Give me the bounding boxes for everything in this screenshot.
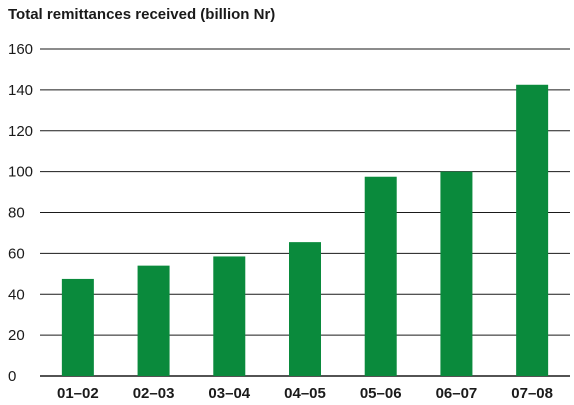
x-tick-label: 04–05	[284, 385, 326, 402]
chart-title: Total remittances received (billion Nr)	[8, 6, 276, 23]
y-tick-label: 160	[8, 41, 33, 58]
x-tick-label: 02–03	[133, 385, 175, 402]
y-tick-label: 140	[8, 82, 33, 99]
bar-03–04	[213, 256, 246, 376]
y-tick-label: 0	[8, 368, 16, 385]
x-tick-labels: 01–02 02–03 03–04 04–05 05–06 06–07 07–08	[57, 385, 553, 402]
x-tick-label: 06–07	[436, 385, 478, 402]
y-tick-label: 40	[8, 286, 25, 303]
y-tick-labels: 0 20 40 60 80 100 120 140 160	[8, 41, 33, 385]
bars	[61, 84, 549, 376]
y-tick-label: 80	[8, 205, 25, 222]
bar-07–08	[516, 84, 549, 376]
bar-04–05	[289, 242, 321, 376]
bar-06–07	[440, 171, 473, 376]
bar-02–03	[137, 265, 170, 376]
bar-01–02	[61, 278, 94, 376]
y-tick-label: 20	[8, 327, 25, 344]
y-tick-label: 100	[8, 164, 33, 181]
x-tick-label: 05–06	[360, 385, 402, 402]
x-tick-label: 07–08	[511, 385, 553, 402]
y-tick-label: 60	[8, 245, 25, 262]
bar-05–06	[364, 176, 397, 376]
x-tick-label: 01–02	[57, 385, 99, 402]
x-tick-label: 03–04	[208, 385, 250, 402]
y-tick-label: 120	[8, 123, 33, 140]
